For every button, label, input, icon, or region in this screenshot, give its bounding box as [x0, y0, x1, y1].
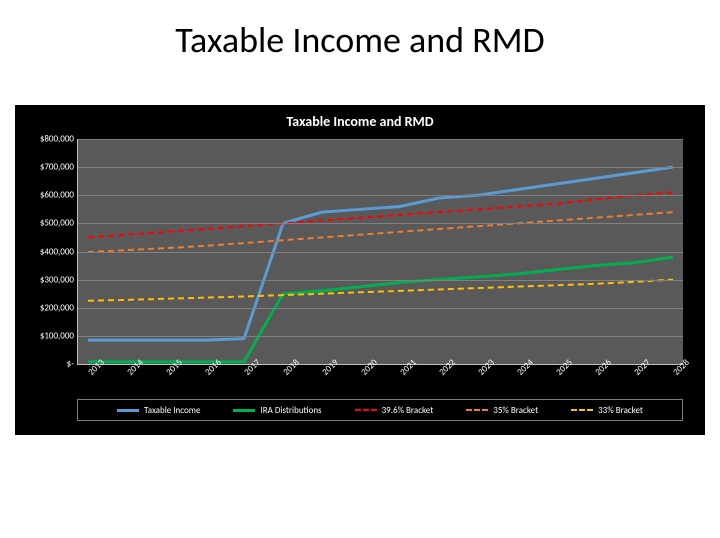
chart-frame: Taxable Income and RMD $-$100,000$200,00…	[15, 105, 705, 435]
legend-swatch	[355, 409, 377, 411]
legend-label: 33% Bracket	[598, 405, 643, 416]
legend-swatch	[466, 409, 488, 411]
y-axis-label: $600,000	[40, 190, 74, 201]
legend-label: Taxable Income	[144, 405, 200, 416]
y-gridline	[78, 336, 683, 337]
series-line	[88, 167, 673, 340]
chart-inner: Taxable Income and RMD $-$100,000$200,00…	[27, 113, 693, 427]
y-axis-label: $300,000	[40, 274, 74, 285]
y-gridline	[78, 195, 683, 196]
legend-item: IRA Distributions	[233, 405, 321, 416]
y-axis-label: $800,000	[40, 134, 74, 145]
series-line	[88, 257, 673, 362]
y-axis-label: $-	[67, 359, 74, 370]
y-axis-label: $700,000	[40, 162, 74, 173]
legend-label: IRA Distributions	[260, 405, 321, 416]
y-gridline	[78, 167, 683, 168]
legend-swatch	[571, 409, 593, 411]
y-gridline	[78, 252, 683, 253]
y-axis-label: $200,000	[40, 302, 74, 313]
slide-title: Taxable Income and RMD	[0, 18, 720, 62]
series-line	[88, 192, 673, 237]
legend-label: 35% Bracket	[493, 405, 538, 416]
chart-title: Taxable Income and RMD	[27, 113, 693, 130]
series-line	[88, 280, 673, 301]
plot-area: $-$100,000$200,000$300,000$400,000$500,0…	[77, 139, 683, 365]
legend-swatch	[233, 409, 255, 412]
legend-item: 39.6% Bracket	[355, 405, 434, 416]
y-gridline	[78, 139, 683, 140]
y-gridline	[78, 223, 683, 224]
series-line	[88, 212, 673, 252]
y-gridline	[78, 280, 683, 281]
legend-label: 39.6% Bracket	[382, 405, 434, 416]
slide: Taxable Income and RMD Taxable Income an…	[0, 0, 720, 538]
legend-item: Taxable Income	[117, 405, 200, 416]
chart-legend: Taxable Income IRA Distributions 39.6% Bra…	[77, 399, 683, 421]
y-axis-label: $400,000	[40, 246, 74, 257]
legend-item: 35% Bracket	[466, 405, 538, 416]
y-axis-label: $100,000	[40, 330, 74, 341]
y-gridline	[78, 308, 683, 309]
legend-item: 33% Bracket	[571, 405, 643, 416]
legend-swatch	[117, 409, 139, 412]
y-axis-label: $500,000	[40, 218, 74, 229]
